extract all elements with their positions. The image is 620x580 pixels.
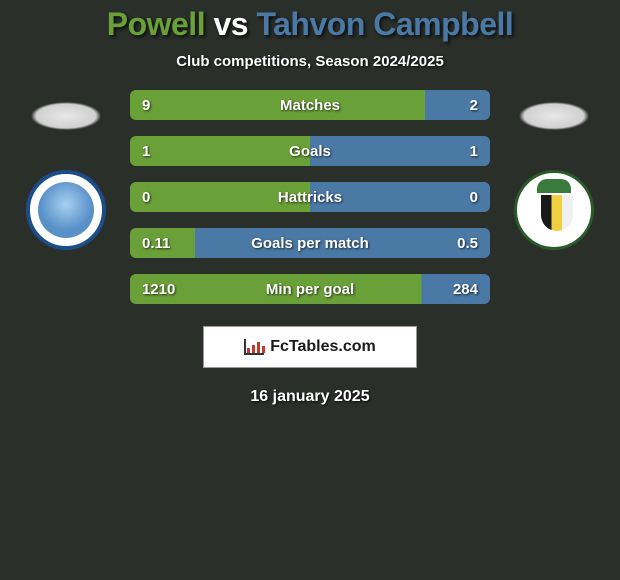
attribution-text: FcTables.com	[270, 338, 376, 356]
stat-row: 0.11 Goals per match 0.5	[130, 228, 490, 258]
stat-right-value: 0.5	[457, 235, 478, 252]
player2-silhouette	[504, 96, 604, 136]
chart-icon	[244, 339, 264, 355]
player1-club-badge	[26, 170, 106, 250]
right-player-column	[504, 90, 604, 250]
stat-label: Goals	[289, 143, 331, 160]
player2-name: Tahvon Campbell	[256, 6, 513, 42]
main-content: 9 Matches 2 1 Goals 1 0 Hattricks 0 0.11 Goals per…	[0, 90, 620, 304]
player2-club-badge	[514, 170, 594, 250]
stat-right-value: 0	[470, 189, 478, 206]
page-title: Powell vs Tahvon Campbell	[107, 6, 514, 43]
stat-label: Min per goal	[266, 281, 354, 298]
stat-right-value: 284	[453, 281, 478, 298]
stat-right-value: 2	[470, 97, 478, 114]
stat-label: Matches	[280, 97, 340, 114]
stat-label: Goals per match	[251, 235, 369, 252]
attribution-box: FcTables.com	[203, 326, 417, 368]
stat-right-value: 1	[470, 143, 478, 160]
stat-left-value: 0	[142, 189, 150, 206]
infographic-root: Powell vs Tahvon Campbell Club competiti…	[0, 0, 620, 406]
stat-label: Hattricks	[278, 189, 342, 206]
stat-row: 9 Matches 2	[130, 90, 490, 120]
stat-row: 1 Goals 1	[130, 136, 490, 166]
stat-left-value: 0.11	[142, 235, 170, 252]
stat-left-value: 1	[142, 143, 150, 160]
stat-left-value: 1210	[142, 281, 175, 298]
player1-silhouette	[16, 96, 116, 136]
date-label: 16 january 2025	[250, 388, 369, 406]
vs-label: vs	[213, 6, 248, 42]
stats-table: 9 Matches 2 1 Goals 1 0 Hattricks 0 0.11 Goals per…	[130, 90, 490, 304]
stat-row: 1210 Min per goal 284	[130, 274, 490, 304]
stat-row: 0 Hattricks 0	[130, 182, 490, 212]
subtitle: Club competitions, Season 2024/2025	[176, 53, 444, 70]
stat-left-value: 9	[142, 97, 150, 114]
player1-name: Powell	[107, 6, 205, 42]
left-player-column	[16, 90, 116, 250]
